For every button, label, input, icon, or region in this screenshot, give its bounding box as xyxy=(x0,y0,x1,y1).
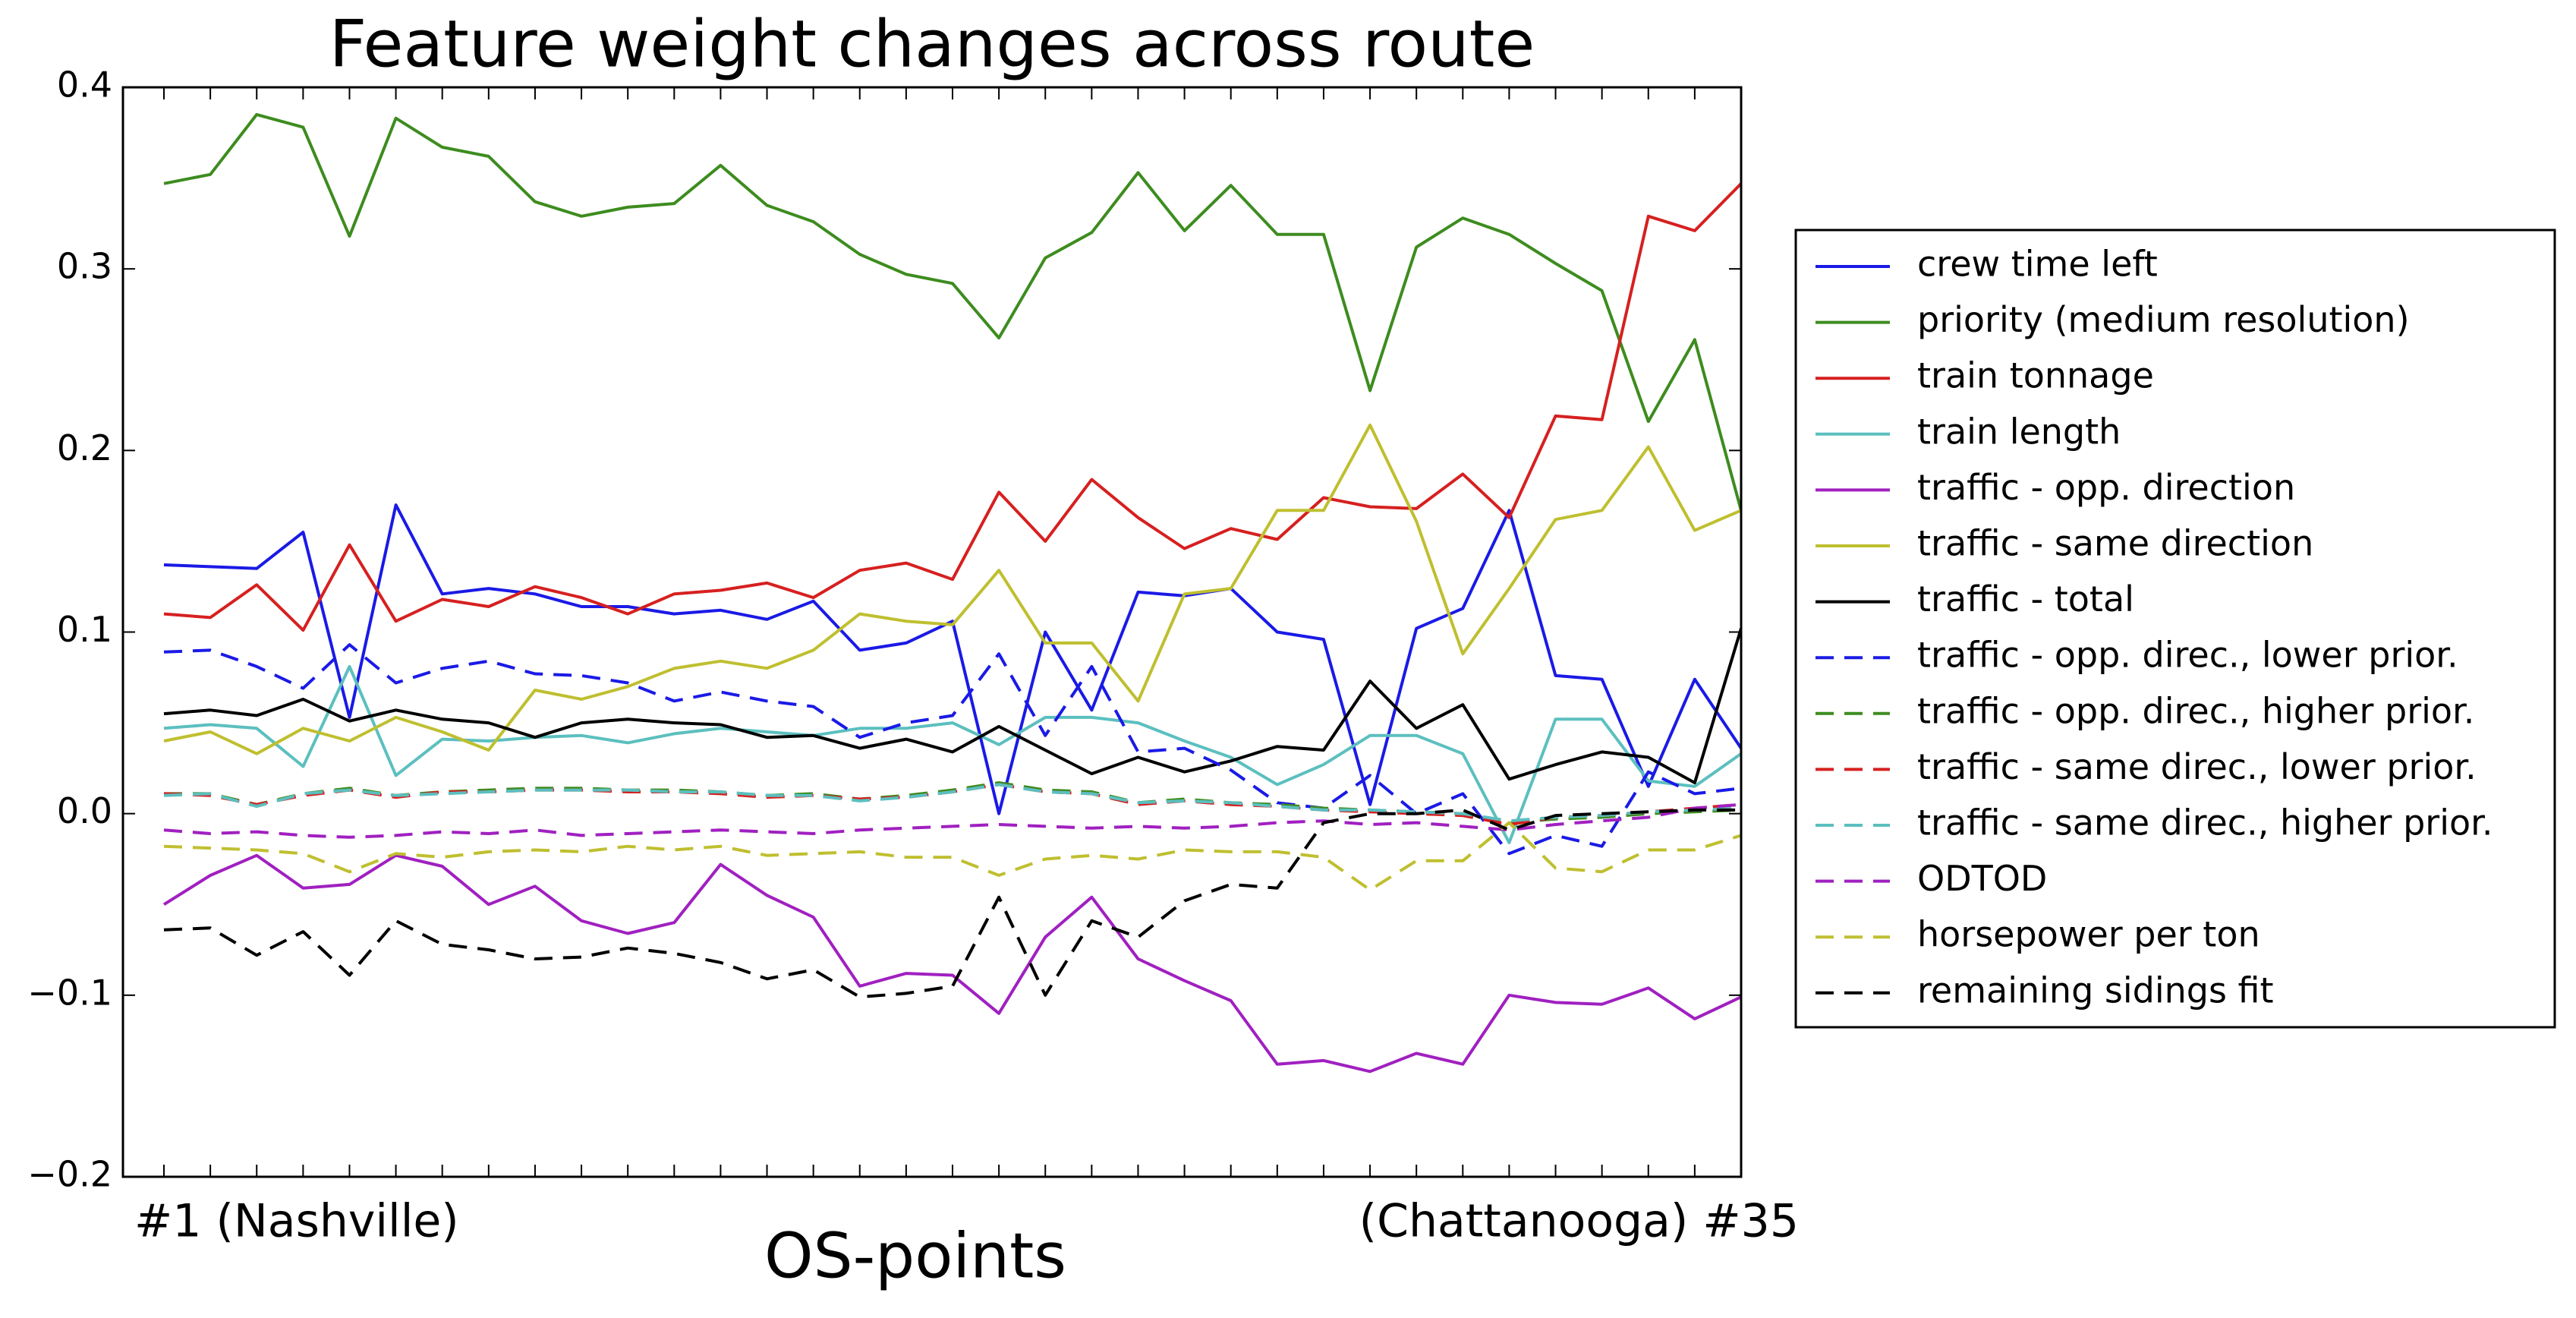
legend-label: traffic - same direc., lower prior. xyxy=(1917,746,2477,787)
legend-label: traffic - opp. direc., lower prior. xyxy=(1917,635,2458,676)
legend-label: traffic - same direc., higher prior. xyxy=(1917,802,2493,843)
legend-label: train length xyxy=(1917,411,2121,452)
legend-label: traffic - total xyxy=(1917,579,2134,620)
line-series xyxy=(163,808,1741,999)
line-series xyxy=(163,503,1741,815)
line-series xyxy=(162,853,1741,1074)
legend-label: traffic - opp. direction xyxy=(1917,467,2295,508)
line-series xyxy=(163,664,1741,844)
y-tick-label: 0.4 xyxy=(57,65,112,106)
legend-label: ODTOD xyxy=(1917,858,2047,899)
y-tick-label: 0.1 xyxy=(57,609,112,650)
line-series xyxy=(163,423,1741,755)
y-tick-label: 0.2 xyxy=(57,427,112,468)
x-tick-label: #1 (Nashville) xyxy=(134,1195,459,1248)
plot-frame xyxy=(121,86,1743,1178)
line-series xyxy=(163,802,1741,839)
x-tick-label: (Chattanooga) #35 xyxy=(1359,1195,1799,1248)
legend-label: traffic - same direction xyxy=(1917,523,2313,564)
line-series xyxy=(163,643,1741,856)
x-axis-label: OS-points xyxy=(764,1220,1066,1292)
legend-label: horsepower per ton xyxy=(1917,914,2260,955)
y-tick-label: −0.1 xyxy=(27,972,112,1013)
legend-label: priority (medium resolution) xyxy=(1917,299,2410,340)
line-series xyxy=(163,821,1741,892)
line-series xyxy=(164,781,1741,825)
legend-box xyxy=(1794,229,2556,1029)
line-series xyxy=(163,783,1741,823)
line-series xyxy=(163,182,1741,632)
legend-label: crew time left xyxy=(1917,244,2158,285)
chart-title: Feature weight changes across route xyxy=(329,6,1535,82)
legend-label: train tonnage xyxy=(1917,355,2154,396)
line-series xyxy=(163,112,1741,511)
legend-label: traffic - opp. direc., higher prior. xyxy=(1917,690,2474,731)
line-series xyxy=(163,628,1741,784)
plot-lines xyxy=(162,112,1741,1074)
y-tick-label: −0.2 xyxy=(27,1154,112,1195)
legend-label: remaining sidings fit xyxy=(1917,970,2274,1011)
y-tick-label: 0.3 xyxy=(57,246,112,287)
y-tick-label: 0.0 xyxy=(57,790,112,831)
